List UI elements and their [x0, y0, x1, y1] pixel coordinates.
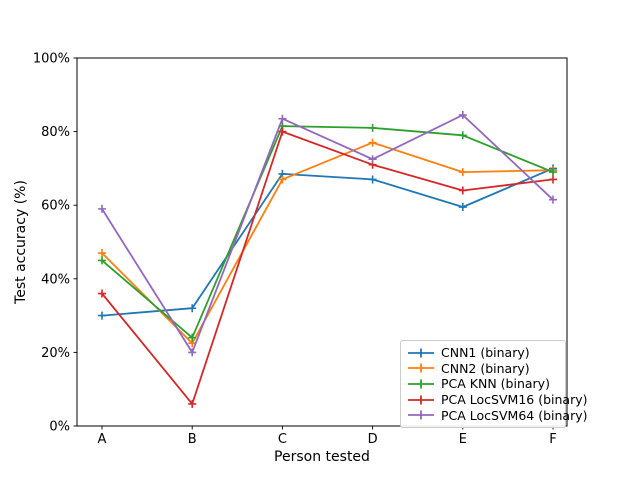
legend-item-label: CNN1 (binary) [441, 345, 530, 361]
data-point-marker [188, 399, 197, 408]
series-line [101, 130, 554, 405]
data-point-marker [278, 175, 287, 184]
legend-item: CNN2 (binary) [407, 361, 559, 377]
legend-item: PCA LocSVM64 (binary) [407, 407, 587, 423]
data-point-marker [98, 311, 106, 320]
x-tick-label: D [368, 432, 378, 447]
legend-item: CNN1 (binary) [407, 345, 559, 361]
legend-item: PCA KNN (binary) [407, 376, 559, 392]
y-tick-label: 60% [41, 199, 70, 214]
series-line [101, 125, 554, 339]
legend-key-icon [408, 395, 434, 405]
x-tick-label: E [459, 432, 467, 447]
x-tick-label: C [278, 432, 287, 447]
data-point-marker [549, 168, 557, 177]
data-point-marker [368, 138, 377, 147]
series-line [101, 114, 554, 354]
legend-item-label: PCA LocSVM64 (binary) [441, 407, 588, 423]
series-line [101, 167, 554, 317]
legend-item-label: PCA KNN (binary) [441, 376, 550, 392]
legend-item-label: CNN2 (binary) [441, 360, 530, 376]
data-point-marker [458, 203, 467, 212]
data-point-marker [549, 175, 557, 184]
data-point-marker [368, 155, 377, 164]
legend-key-icon [408, 410, 434, 420]
data-point-marker [98, 289, 106, 298]
data-point-marker [278, 114, 287, 123]
data-point-marker [458, 111, 467, 120]
data-point-marker [278, 127, 287, 136]
y-tick-label: 80% [41, 125, 70, 140]
legend-item-label: PCA LocSVM16 (binary) [441, 392, 588, 408]
legend-key-icon [408, 348, 434, 358]
y-tick-label: 0% [49, 420, 70, 435]
legend-key-icon [408, 379, 434, 389]
data-point-marker [458, 131, 467, 140]
legend-item: PCA LocSVM16 (binary) [407, 392, 587, 408]
legend-key-icon [408, 363, 434, 373]
data-point-marker [458, 186, 467, 195]
data-point-marker [98, 204, 106, 213]
data-point-marker [98, 256, 106, 265]
data-point-marker [188, 333, 197, 342]
y-tick-label: 100% [33, 52, 70, 67]
x-tick-label: F [549, 432, 556, 447]
y-axis-label: Test accuracy (%) [13, 180, 29, 304]
x-axis-label: Person tested [274, 449, 370, 465]
x-tick-label: B [188, 432, 197, 447]
y-tick-label: 40% [41, 272, 70, 287]
y-tick-label: 20% [41, 346, 70, 361]
data-point-marker [368, 175, 377, 184]
x-tick-label: A [98, 432, 107, 447]
data-point-marker [549, 195, 557, 204]
data-point-marker [98, 249, 106, 258]
data-point-marker [188, 304, 197, 313]
data-point-marker [188, 348, 197, 357]
data-point-marker [458, 168, 467, 177]
data-point-marker [368, 123, 377, 132]
legend: CNN1 (binary) CNN2 (binary) PCA KNN (binar… [400, 340, 587, 428]
